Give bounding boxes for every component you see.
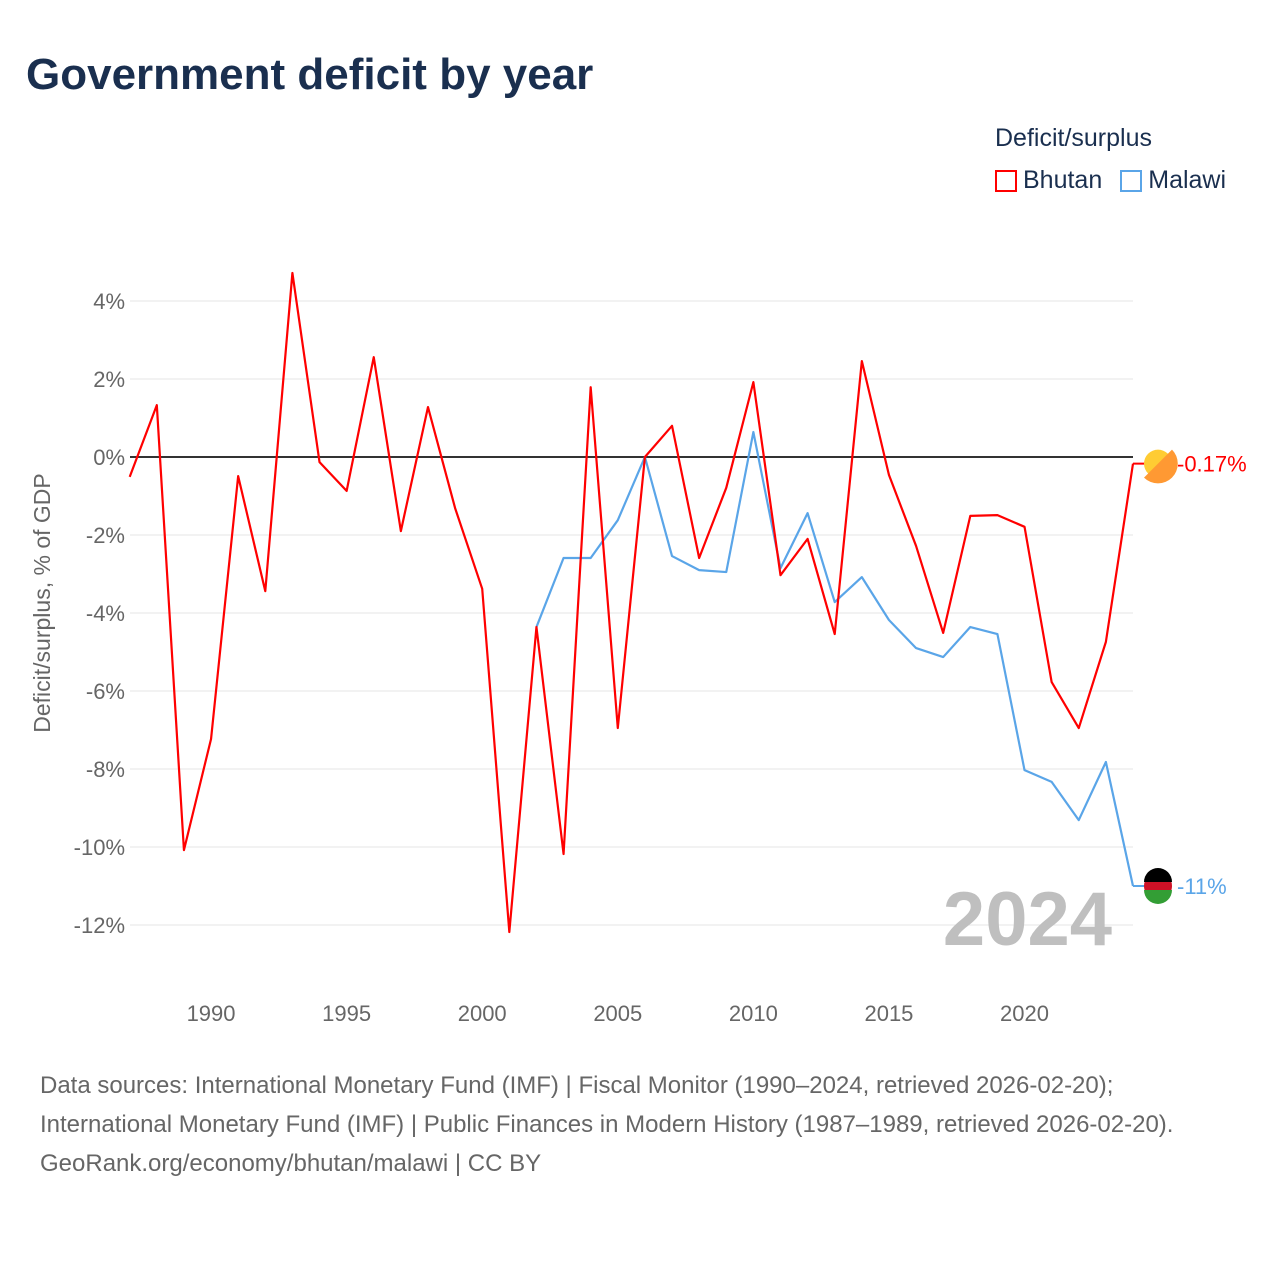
bhutan-flag-icon-lower: [1144, 449, 1178, 484]
legend-title: Deficit/surplus: [995, 124, 1152, 152]
x-tick-label: 1995: [322, 1001, 371, 1026]
y-tick-label: -12%: [74, 913, 125, 938]
x-tick-label: 2005: [593, 1001, 642, 1026]
x-tick-label: 2010: [729, 1001, 778, 1026]
x-tick-label: 2015: [864, 1001, 913, 1026]
end-label-malawi: -11%: [1177, 874, 1227, 899]
y-tick-label: 4%: [93, 289, 125, 314]
x-tick-label: 2000: [458, 1001, 507, 1026]
malawi-flag-icon-bottom: [1144, 890, 1172, 904]
y-tick-label: -10%: [74, 835, 125, 860]
series-line-malawi: [535, 430, 1135, 887]
y-tick-label: 2%: [93, 367, 125, 392]
x-tick-label: 1990: [187, 1001, 236, 1026]
legend-item-malawi[interactable]: Malawi: [1120, 166, 1226, 195]
legend-label: Bhutan: [1023, 166, 1103, 194]
legend-label: Malawi: [1148, 166, 1227, 194]
legend: Bhutan Malawi: [995, 166, 1226, 195]
malawi-flag-icon-top: [1144, 868, 1172, 882]
x-tick-label: 2020: [1000, 1001, 1049, 1026]
page-title: Government deficit by year: [26, 50, 594, 99]
y-tick-label: -2%: [86, 523, 125, 548]
chart-svg: 4% 2% 0% -2% -4% -6% -8% -10% -12% 1990 1995 2000 20…: [29, 271, 1247, 1026]
legend-item-bhutan[interactable]: Bhutan: [995, 166, 1102, 195]
y-tick-label: 0%: [93, 445, 125, 470]
year-watermark: 2024: [943, 877, 1112, 962]
y-tick-label: -6%: [86, 679, 125, 704]
legend-swatch-bhutan: [995, 169, 1017, 192]
end-label-bhutan: -0.17%: [1177, 452, 1247, 477]
source-note: Data sources: International Monetary Fun…: [40, 1066, 1240, 1183]
source-link[interactable]: GeoRank.org/economy/bhutan/malawi | CC B…: [40, 1150, 542, 1177]
legend-swatch-malawi: [1120, 169, 1143, 192]
source-text: Data sources: International Monetary Fun…: [40, 1072, 1174, 1138]
y-tick-label: -4%: [86, 601, 125, 626]
y-tick-label: -8%: [86, 757, 125, 782]
y-axis-label: Deficit/surplus, % of GDP: [29, 473, 55, 732]
series-line-bhutan: [128, 271, 1135, 934]
